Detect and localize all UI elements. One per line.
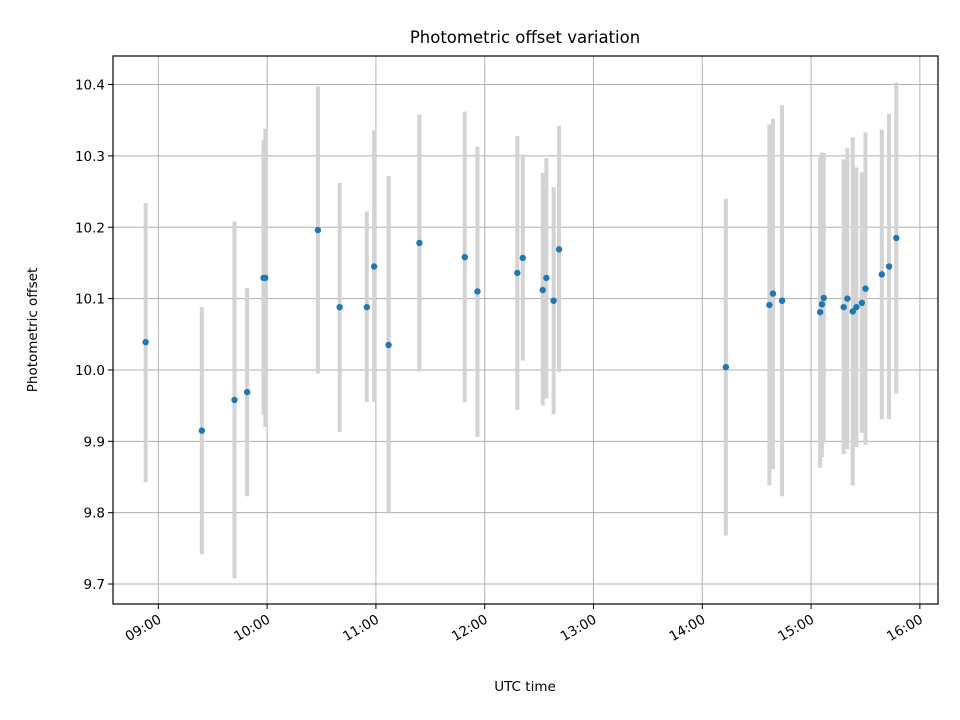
data-point	[243, 388, 251, 396]
data-point	[766, 301, 773, 309]
y-tick-label: 10.4	[75, 78, 105, 94]
data-point	[474, 288, 481, 295]
data-point	[539, 286, 546, 294]
y-tick-label: 9.7	[84, 577, 105, 593]
data-points	[142, 226, 900, 434]
y-axis: 9.7 9.8 9.9 10.0 10.1 10.2 10.3 10.4	[75, 78, 113, 593]
data-point	[519, 254, 526, 262]
data-point	[385, 341, 392, 349]
data-point	[862, 285, 869, 292]
data-point	[818, 301, 826, 308]
data-point	[769, 290, 777, 297]
plot-frame	[112, 55, 939, 605]
y-tick-label: 9.9	[84, 434, 105, 450]
data-point	[840, 303, 847, 311]
y-tick-label: 10.0	[75, 363, 105, 379]
data-point	[893, 234, 900, 242]
data-point	[816, 308, 824, 316]
data-point	[262, 274, 269, 282]
data-point	[543, 274, 550, 282]
data-point	[370, 263, 378, 270]
data-point	[550, 297, 557, 304]
data-point	[416, 239, 423, 247]
y-tick-label: 10.1	[75, 292, 105, 308]
data-point	[142, 338, 149, 346]
data-point	[820, 294, 827, 302]
data-point	[853, 303, 860, 311]
data-point	[722, 363, 730, 371]
data-point	[514, 269, 521, 277]
y-tick-label: 9.8	[84, 506, 105, 522]
chart-title: Photometric offset variation	[410, 28, 640, 47]
data-point	[849, 308, 856, 315]
data-point	[878, 271, 885, 278]
y-tick-label: 10.3	[75, 149, 105, 165]
data-point	[555, 246, 563, 253]
data-point	[363, 303, 371, 311]
y-axis-label: Photometric offset	[25, 268, 41, 392]
data-point	[198, 427, 206, 434]
data-point	[231, 396, 238, 404]
data-point	[314, 226, 322, 234]
data-point	[461, 254, 468, 261]
data-point	[844, 295, 851, 302]
data-point	[336, 303, 343, 311]
y-tick-label: 10.2	[75, 220, 105, 236]
data-point	[885, 263, 893, 270]
x-axis-label: UTC time	[494, 679, 556, 695]
data-point	[858, 299, 866, 307]
data-point	[778, 297, 786, 304]
